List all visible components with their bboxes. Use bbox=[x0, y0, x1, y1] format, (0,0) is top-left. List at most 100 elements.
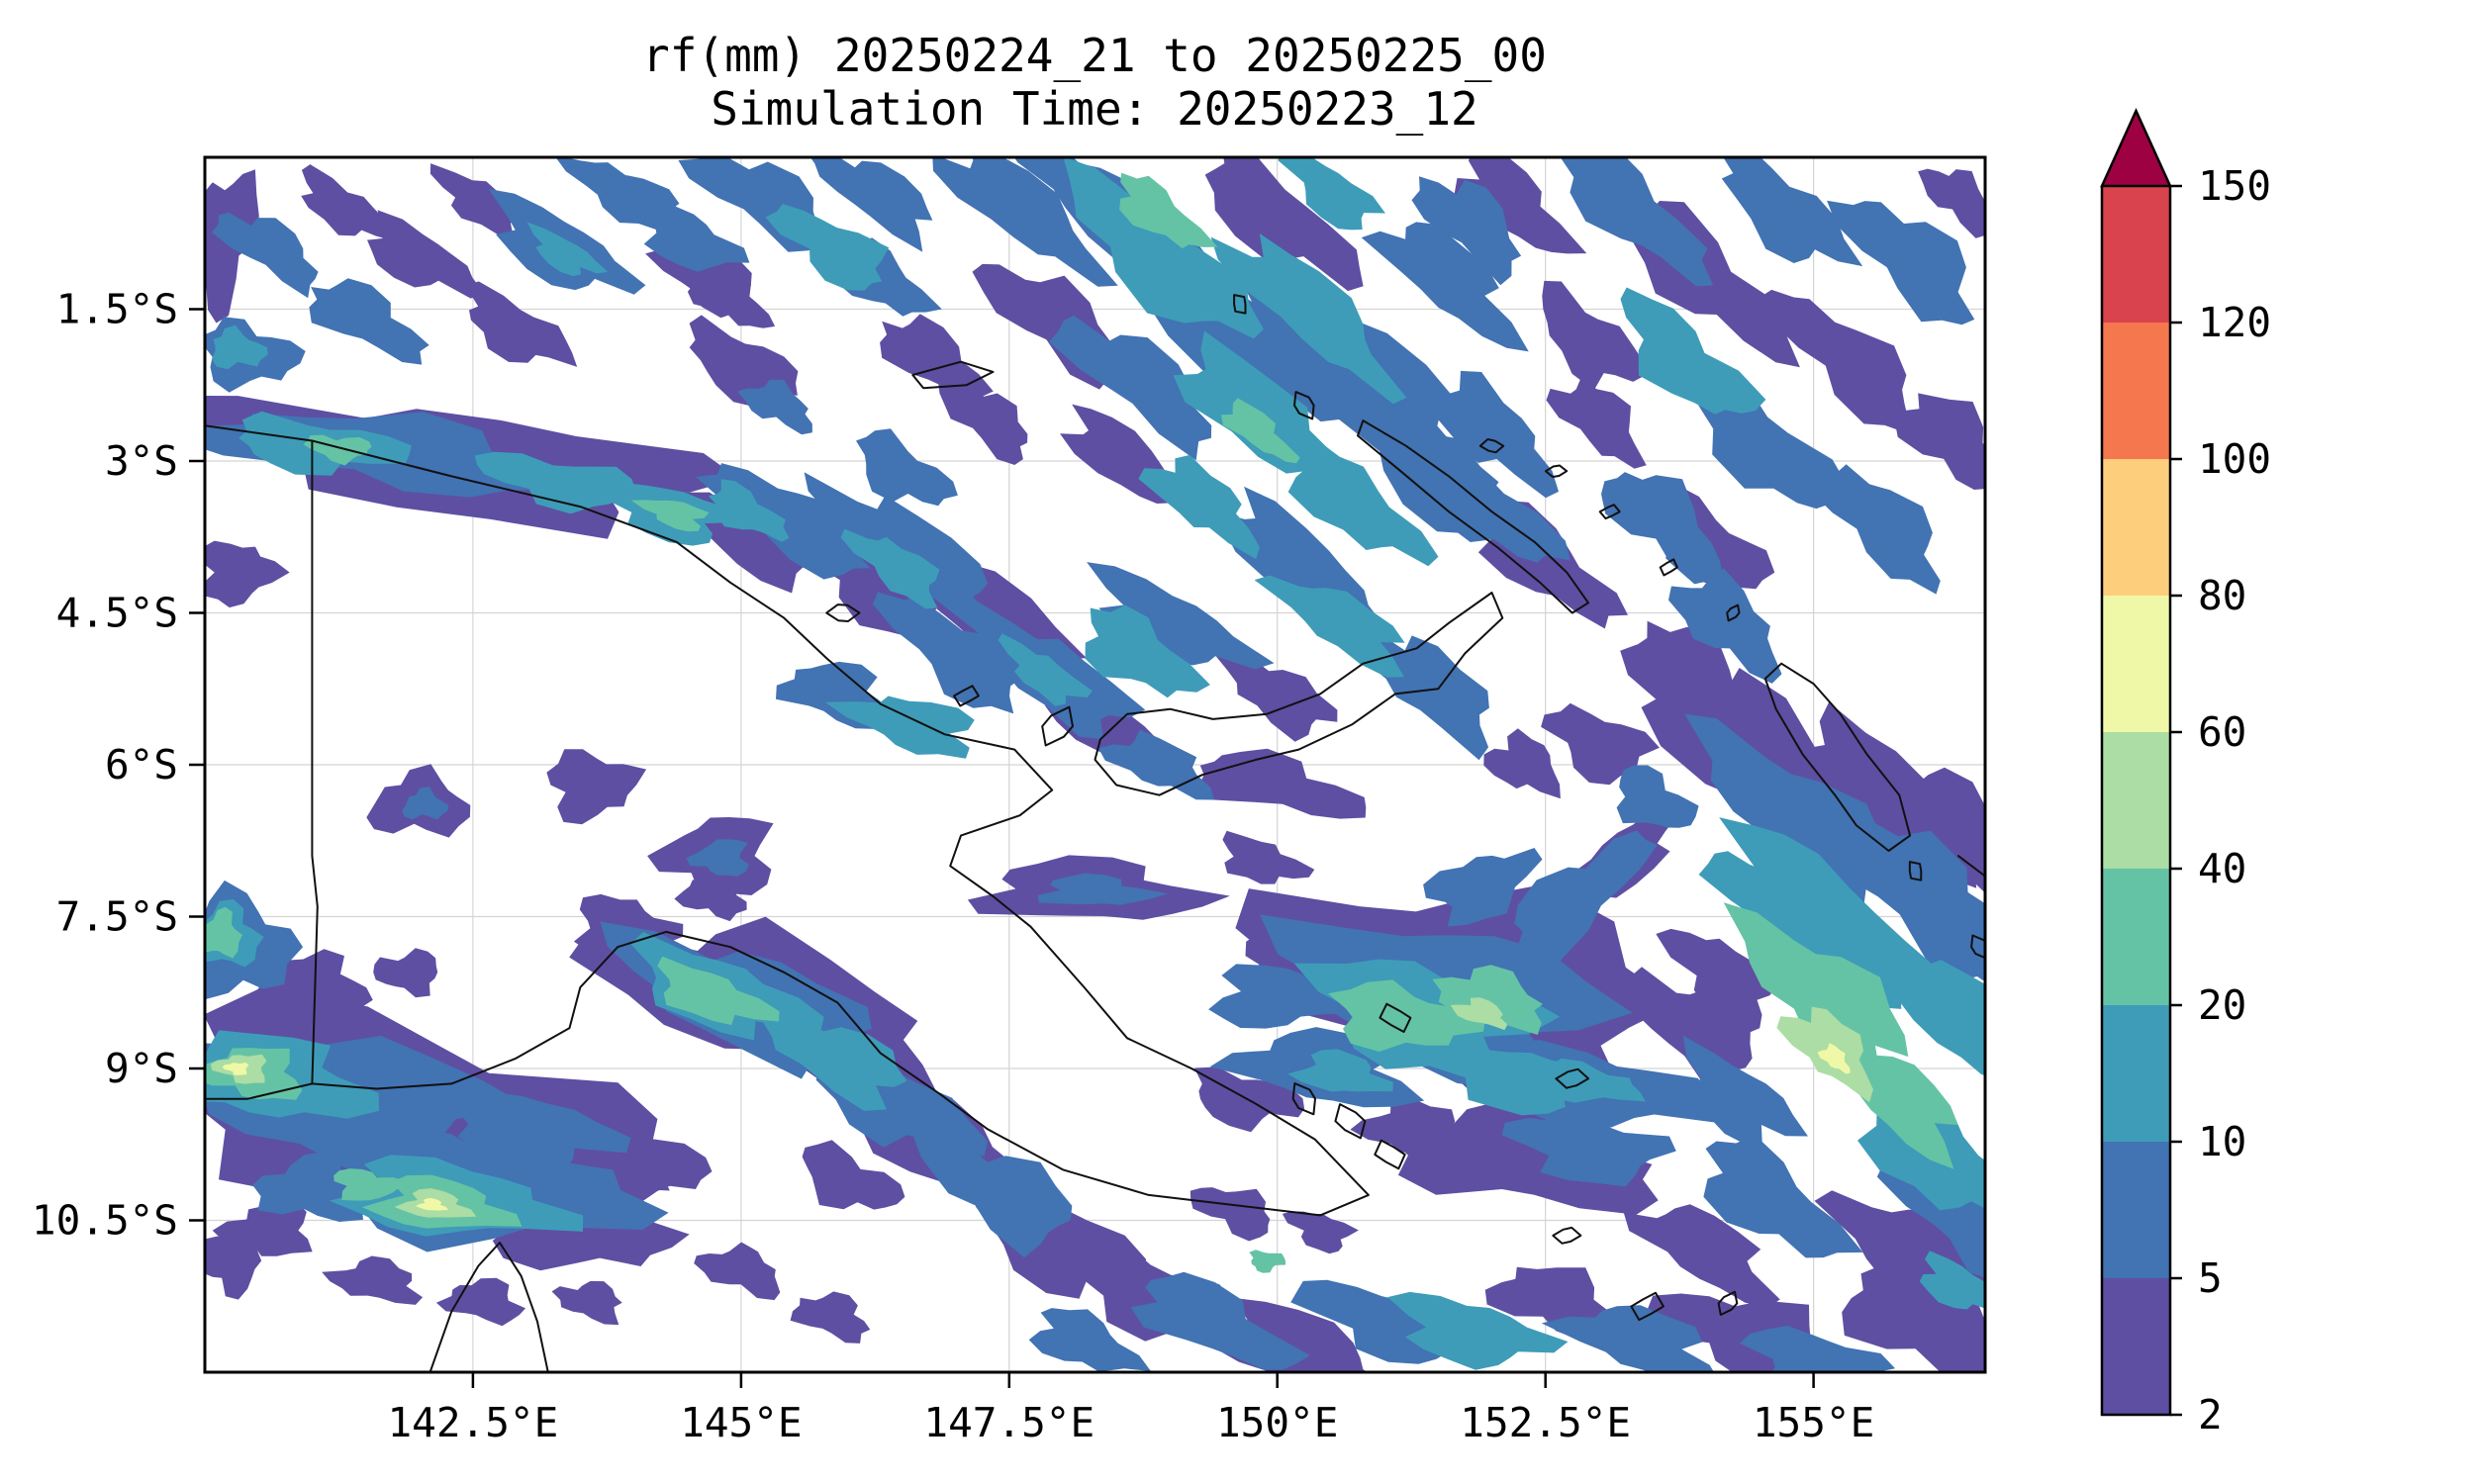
rain-cell bbox=[824, 696, 975, 759]
y-tick-label: 3°S bbox=[105, 437, 178, 485]
x-tick-label: 147.5°E bbox=[923, 1399, 1094, 1446]
colorbar-tick-label: 20 bbox=[2198, 981, 2246, 1029]
rain-cell bbox=[937, 381, 1028, 465]
colorbar-tick-label: 150 bbox=[2198, 162, 2271, 210]
rain-cell bbox=[1827, 200, 1975, 325]
colorbar-segment bbox=[2102, 732, 2170, 869]
rain-cell bbox=[1048, 315, 1212, 461]
rain-cell bbox=[1199, 748, 1367, 819]
islet-coastline bbox=[953, 685, 980, 707]
rain-cell bbox=[252, 1151, 363, 1222]
rain-cell bbox=[1287, 1049, 1393, 1092]
rain-cell bbox=[1037, 873, 1169, 905]
rain-cell bbox=[546, 749, 647, 825]
colorbar-tick-label: 10 bbox=[2198, 1118, 2246, 1165]
rain-cell bbox=[694, 1242, 781, 1301]
rain-cell bbox=[636, 198, 750, 272]
colorbar-outline bbox=[2100, 186, 2172, 1417]
rainfall-field-layer bbox=[205, 157, 1985, 1372]
rain-cell bbox=[1119, 172, 1218, 249]
x-tick-label: 152.5°E bbox=[1460, 1399, 1631, 1446]
rain-cell bbox=[526, 222, 609, 277]
rain-cell bbox=[1210, 644, 1338, 742]
rain-cell bbox=[1286, 428, 1439, 567]
colorbar-segment bbox=[2102, 459, 2170, 596]
rain-cell bbox=[551, 1280, 622, 1326]
rain-cell bbox=[657, 956, 780, 1026]
colorbar-tick-label: 80 bbox=[2198, 572, 2246, 619]
rain-cell bbox=[761, 1004, 907, 1111]
rain-cell bbox=[913, 1129, 1073, 1258]
x-tick-label: 155°E bbox=[1753, 1399, 1874, 1446]
rain-cell bbox=[809, 157, 933, 252]
colorbar-segment bbox=[2102, 869, 2170, 1005]
islet-coastline bbox=[1598, 504, 1621, 520]
y-tick-label: 6°S bbox=[105, 741, 178, 788]
rain-cell bbox=[205, 1225, 262, 1300]
rain-cell bbox=[1387, 1291, 1569, 1370]
rain-cell bbox=[373, 948, 438, 998]
islet-coastline bbox=[1478, 438, 1505, 454]
rain-cell bbox=[873, 592, 1021, 714]
rain-cell bbox=[212, 325, 268, 370]
rain-cell bbox=[708, 479, 790, 542]
rain-cell bbox=[212, 212, 319, 299]
rain-cell bbox=[1817, 1043, 1851, 1074]
rain-cell bbox=[802, 1140, 905, 1210]
plot-subtitle: Simulation Time: 20250223_12 bbox=[711, 82, 1477, 136]
rain-cell bbox=[333, 1168, 409, 1201]
rain-cell bbox=[1918, 168, 1985, 238]
rain-cell bbox=[1892, 960, 1985, 1076]
colorbar-segment bbox=[2102, 596, 2170, 732]
y-tick-label: 9°S bbox=[105, 1045, 178, 1092]
rain-cell bbox=[1616, 765, 1699, 828]
rain-cell bbox=[322, 1255, 424, 1305]
rain-cell bbox=[1130, 1271, 1310, 1370]
rain-cell bbox=[840, 528, 940, 609]
rain-cell bbox=[1138, 454, 1260, 560]
islet-coastline bbox=[1334, 1103, 1367, 1140]
colorbar-segment bbox=[2102, 323, 2170, 459]
rain-cell bbox=[1221, 398, 1300, 464]
rain-cell bbox=[880, 314, 994, 413]
rain-cell bbox=[1601, 472, 1724, 585]
rain-cell bbox=[1656, 928, 1782, 1034]
islet-coastline bbox=[1233, 294, 1247, 315]
coastline-new-guinea-mainland bbox=[205, 424, 1370, 1217]
rain-cell bbox=[674, 871, 747, 922]
rain-cell bbox=[1421, 1049, 1609, 1116]
rain-cell bbox=[1501, 1117, 1676, 1187]
islet-coastline bbox=[1544, 464, 1569, 478]
coastline-new-ireland bbox=[1357, 419, 1589, 614]
plot-title: rf(mm) 20250224_21 to 20250225_00 bbox=[642, 29, 1547, 82]
islet-coastline bbox=[1374, 1139, 1406, 1170]
rain-cell bbox=[301, 164, 405, 241]
islet-coastline bbox=[1552, 1226, 1582, 1245]
rain-cell bbox=[1454, 157, 1587, 254]
rain-cell bbox=[1623, 1204, 1780, 1308]
rain-cell bbox=[1249, 1250, 1286, 1273]
rain-cell bbox=[1903, 864, 1985, 980]
rain-cell bbox=[790, 1291, 871, 1344]
y-tick-label: 4.5°S bbox=[56, 590, 178, 637]
rain-cell bbox=[367, 210, 485, 299]
rain-cell bbox=[1063, 157, 1264, 339]
rain-cell bbox=[1620, 287, 1766, 415]
rain-cell bbox=[998, 633, 1093, 706]
colorbar: 2 5 10 20 40 60 80 100 120 150 bbox=[2100, 107, 2271, 1438]
x-tick-label: 145°E bbox=[680, 1399, 802, 1446]
rain-cell bbox=[1794, 461, 1941, 595]
rain-cell bbox=[1809, 807, 1985, 980]
colorbar-tick-label: 2 bbox=[2198, 1391, 2223, 1438]
rain-cell bbox=[424, 1084, 631, 1172]
islet-coastline bbox=[1041, 705, 1074, 747]
coastline-png-border bbox=[311, 439, 319, 1085]
rain-cell bbox=[1189, 1187, 1271, 1242]
axes-ticks-layer: 142.5°E 145°E 147.5°E 150°E 152.5°E 155°E 1.5°… bbox=[32, 286, 1874, 1447]
colorbar-tick-label: 40 bbox=[2198, 845, 2246, 892]
rain-cell bbox=[1028, 1308, 1151, 1372]
rain-cell bbox=[765, 204, 890, 291]
rain-cell bbox=[1682, 1035, 1808, 1146]
